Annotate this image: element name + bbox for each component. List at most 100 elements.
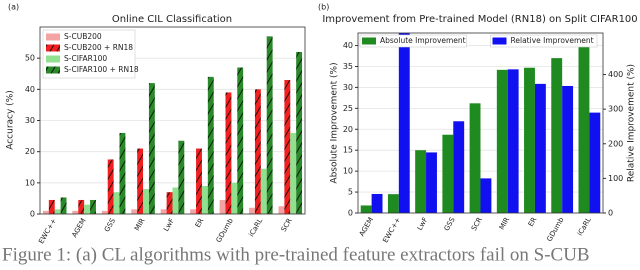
y2-tick-label: 200 <box>608 139 623 148</box>
y-tick-label: 30 <box>25 116 35 125</box>
bar <box>113 192 120 214</box>
x-tick-label: MIR <box>498 216 511 231</box>
bar <box>237 67 244 215</box>
x-tick-label: AGEM <box>358 216 375 238</box>
bar <box>480 178 492 213</box>
bar <box>54 209 61 214</box>
x-tick-label: iCaRL <box>247 217 264 238</box>
legend: Absolute Improvement Relative Improvement <box>359 34 598 48</box>
y2-tick-label: 100 <box>608 174 623 183</box>
legend-frame <box>359 34 467 48</box>
legend-label: S-CUB200 + RN18 <box>64 43 133 52</box>
y-tick-label: 50 <box>25 54 35 63</box>
y-tick-label: 40 <box>343 41 353 50</box>
x-tick-label: SCR <box>280 217 294 233</box>
x-tick-label: ER <box>527 216 539 228</box>
bar <box>260 168 267 214</box>
bar <box>78 199 85 214</box>
y-tick-label: 20 <box>25 147 35 156</box>
legend: S-CUB200 S-CUB200 + RN18 S-CIFAR100 S-CIFAR… <box>42 29 139 79</box>
chart-title: Improvement from Pre-trained Model (RN18… <box>322 14 637 25</box>
bar <box>231 182 238 214</box>
legend-label: S-CIFAR100 <box>64 54 107 63</box>
bar <box>196 148 202 214</box>
bar <box>107 159 114 214</box>
y-tick-label: 5 <box>348 188 353 197</box>
y2-tick-label: 400 <box>608 70 623 79</box>
bar <box>496 69 508 213</box>
y-tick-label: 35 <box>343 62 353 71</box>
bar <box>469 103 481 213</box>
bar <box>201 185 208 214</box>
bar <box>578 35 590 214</box>
y2-axis-label: Relative Improvement (%) <box>627 64 637 182</box>
bar <box>160 209 167 214</box>
bar <box>219 199 226 214</box>
x-tick-label: GSS <box>103 217 117 234</box>
bar <box>507 69 519 213</box>
y-tick-label: 40 <box>25 85 35 94</box>
y-tick-label: 10 <box>25 178 35 187</box>
bar <box>172 187 179 214</box>
y-tick-label: 0 <box>30 210 35 219</box>
bar <box>166 192 173 214</box>
legend-swatch <box>46 44 60 52</box>
bar <box>207 76 214 214</box>
plot-frame <box>357 32 604 214</box>
bar <box>398 33 410 213</box>
bar <box>137 148 144 214</box>
bar <box>72 210 79 214</box>
bar <box>60 197 67 214</box>
legend-label: Absolute Improvement <box>380 36 466 45</box>
bar <box>225 92 232 214</box>
panel-label: (b) <box>318 3 329 12</box>
x-tick-label: LwF <box>416 216 430 232</box>
bar <box>42 210 49 214</box>
bar <box>278 206 285 214</box>
y-axis-label: Absolute Improvement (%) <box>330 62 340 183</box>
bar <box>143 189 149 214</box>
bar <box>90 199 96 214</box>
y-tick-label: 20 <box>343 125 353 134</box>
bar <box>254 89 261 214</box>
x-tick-label: LwF <box>162 217 176 233</box>
y-tick-label: 30 <box>343 83 353 92</box>
x-tick-label: GDumb <box>215 217 235 244</box>
x-tick-label: GDumb <box>545 216 565 243</box>
y-tick-label: 25 <box>343 104 353 113</box>
y-tick-label: 10 <box>343 167 353 176</box>
bar <box>148 83 155 214</box>
x-tick-label: EWC++ <box>37 217 58 245</box>
x-tick-label: AGEM <box>70 217 87 239</box>
bar <box>190 209 197 214</box>
legend-label: Relative Improvement <box>511 36 594 45</box>
bar <box>296 51 303 214</box>
x-tick-label: GSS <box>443 216 457 233</box>
bar <box>290 132 297 214</box>
legend-swatch <box>46 66 60 74</box>
bar <box>387 194 399 213</box>
bar <box>360 205 372 213</box>
plot-frame <box>39 26 306 215</box>
bar <box>562 85 574 213</box>
y2-tick-label: 300 <box>608 105 623 114</box>
bar <box>178 140 185 214</box>
bar <box>524 67 535 213</box>
bar <box>119 132 126 214</box>
bar <box>551 58 563 214</box>
legend-label: S-CIFAR100 + RN18 <box>64 65 139 74</box>
bar <box>415 150 427 213</box>
y-tick-label: 0 <box>348 209 353 218</box>
bar <box>48 199 55 214</box>
x-tick-label: SCR <box>470 216 484 232</box>
x-tick-label: MIR <box>133 217 146 232</box>
y-axis-label: Accuracy (%) <box>6 90 16 150</box>
bar <box>534 83 546 213</box>
bar <box>371 193 383 213</box>
legend-swatch <box>492 37 507 45</box>
x-tick-label: iCaRL <box>576 216 593 237</box>
legend-swatch <box>46 33 60 41</box>
